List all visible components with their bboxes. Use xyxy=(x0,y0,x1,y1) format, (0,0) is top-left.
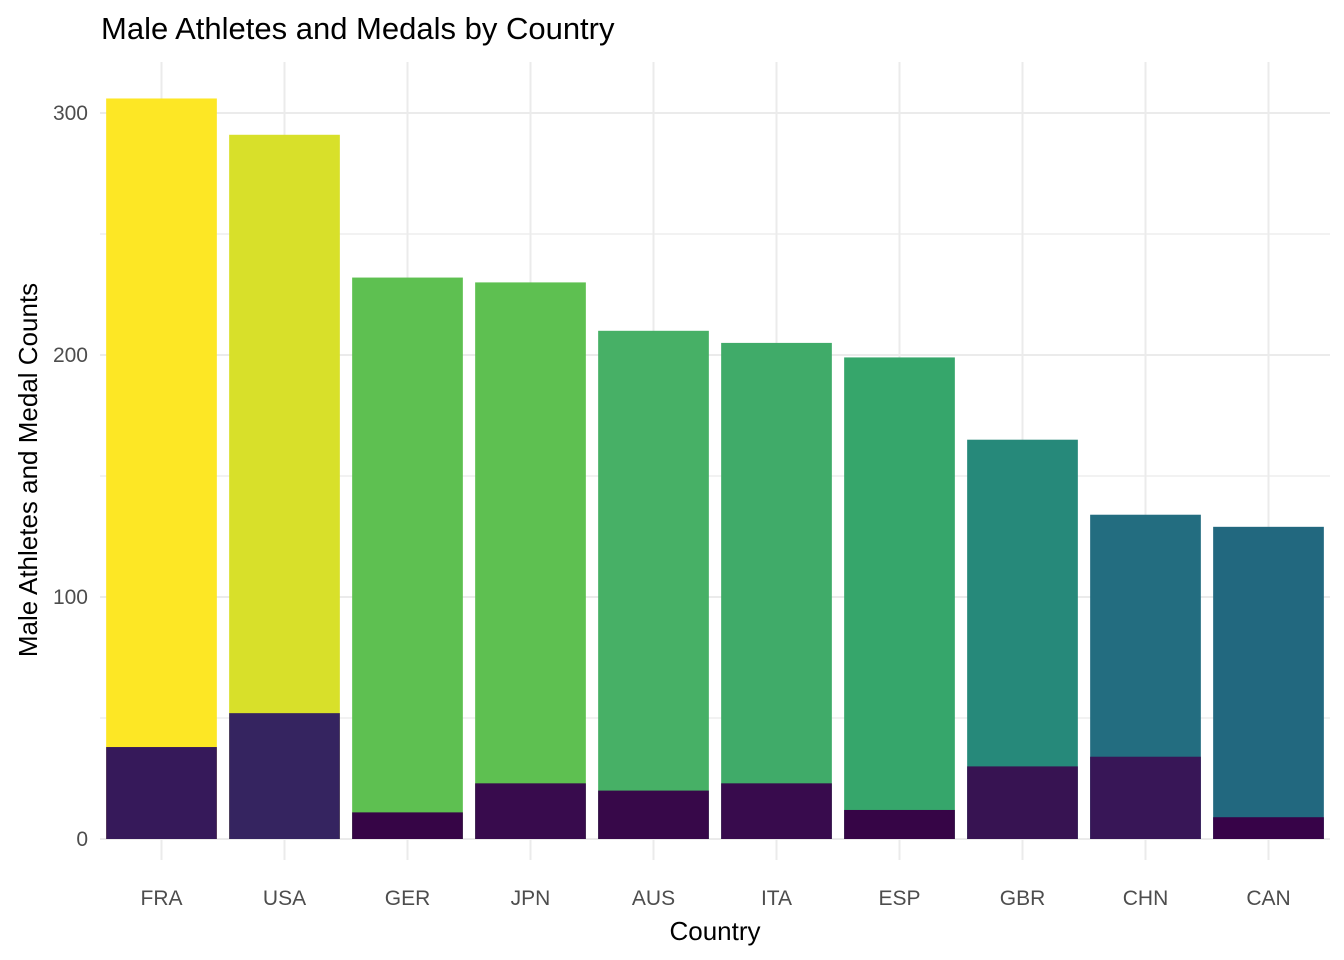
bar-ger-total xyxy=(352,277,463,839)
tick-labels: 0 100 200 300 FRA USA GER JPN AUS ITA ESP GBR CHN CAN xyxy=(53,102,1291,910)
x-tick-label: JPN xyxy=(511,887,551,910)
y-axis-title: Male Athletes and Medal Counts xyxy=(13,283,43,657)
bar-esp-total xyxy=(844,357,955,839)
x-tick-label: USA xyxy=(263,887,306,910)
bar-fra-total xyxy=(106,98,217,840)
bar-usa-medals xyxy=(229,713,340,839)
x-tick-label: ITA xyxy=(761,887,792,910)
x-tick-label: GBR xyxy=(1000,887,1046,910)
y-tick-label: 200 xyxy=(53,344,88,367)
y-tick-label: 300 xyxy=(53,102,88,125)
x-tick-label: FRA xyxy=(141,887,183,910)
bar-ita-total xyxy=(721,342,832,839)
x-tick-label: CAN xyxy=(1246,887,1290,910)
bar-can-medals xyxy=(1213,817,1324,839)
bar-jpn-total xyxy=(475,282,586,839)
bars xyxy=(106,98,1324,840)
bar-aus-medals xyxy=(598,790,709,839)
bar-gbr-medals xyxy=(967,766,1078,839)
y-tick-label: 0 xyxy=(76,828,88,851)
x-tick-label: ESP xyxy=(878,887,920,910)
x-tick-label: AUS xyxy=(632,887,675,910)
x-axis-title: Country xyxy=(669,916,760,946)
x-tick-label: GER xyxy=(385,887,431,910)
bar-ita-medals xyxy=(721,783,832,839)
bar-jpn-medals xyxy=(475,783,586,839)
chart-title: Male Athletes and Medals by Country xyxy=(101,11,615,46)
bar-can-total xyxy=(1213,526,1324,839)
y-tick-label: 100 xyxy=(53,586,88,609)
bar-aus-total xyxy=(598,330,709,839)
bar-ger-medals xyxy=(352,812,463,839)
bar-esp-medals xyxy=(844,809,955,839)
bar-chn-medals xyxy=(1090,756,1201,839)
x-tick-label: CHN xyxy=(1123,887,1169,910)
bar-fra-medals xyxy=(106,747,217,839)
